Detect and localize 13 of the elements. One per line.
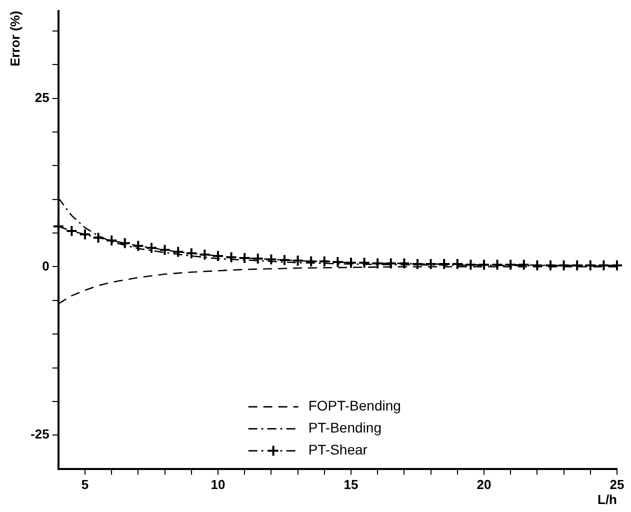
x-tick-label: 20 [476, 477, 492, 492]
x-tick-label: 15 [344, 477, 358, 492]
legend-label: PT-Bending [308, 420, 382, 436]
y-tick-label: -25 [30, 426, 50, 442]
x-tick-label: 25 [610, 477, 624, 492]
y-tick-label: 0 [42, 258, 50, 274]
y-tick-label: 25 [34, 90, 50, 105]
x-tick-label: 5 [81, 477, 89, 492]
x-axis-title: L/h [598, 492, 618, 507]
y-axis-title: Error (%) [7, 10, 22, 66]
legend-label: FOPT-Bending [308, 398, 401, 414]
legend-label: PT-Shear [308, 442, 368, 458]
x-tick-label: 10 [210, 477, 226, 492]
